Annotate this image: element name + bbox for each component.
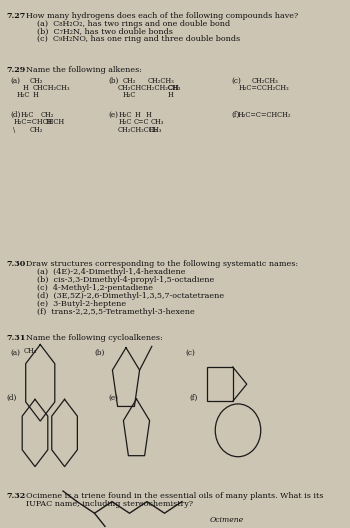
Text: (c)  C₉H₂NO, has one ring and three double bonds: (c) C₉H₂NO, has one ring and three doubl… — [37, 35, 240, 43]
Text: (e): (e) — [108, 393, 119, 401]
Text: Name the following alkenes:: Name the following alkenes: — [26, 66, 142, 74]
Text: Draw structures corresponding to the following systematic names:: Draw structures corresponding to the fol… — [26, 260, 298, 268]
Text: 7.31: 7.31 — [6, 334, 26, 342]
Text: (c): (c) — [186, 348, 195, 356]
Text: \: \ — [13, 126, 15, 134]
Text: H: H — [46, 118, 51, 126]
Text: (f)  trans-2,2,5,5-Tetramethyl-3-hexene: (f) trans-2,2,5,5-Tetramethyl-3-hexene — [37, 308, 195, 316]
Text: CH₃: CH₃ — [149, 126, 162, 134]
Text: (d)  (3E,5Z)-2,6-Dimethyl-1,3,5,7-octatetraene: (d) (3E,5Z)-2,6-Dimethyl-1,3,5,7-octatet… — [37, 292, 224, 300]
Text: 7.32: 7.32 — [6, 492, 26, 500]
Text: CH₂: CH₂ — [122, 77, 136, 84]
Text: (b)  cis-3,3-Dimethyl-4-propyl-1,5-octadiene: (b) cis-3,3-Dimethyl-4-propyl-1,5-octadi… — [37, 276, 214, 284]
Text: H₂C: H₂C — [21, 111, 34, 119]
Text: CH₃: CH₃ — [167, 84, 181, 92]
Text: (f): (f) — [231, 111, 239, 119]
Text: Ocimene is a triene found in the essential oils of many plants. What is its: Ocimene is a triene found in the essenti… — [26, 492, 324, 500]
Text: 7.30: 7.30 — [6, 260, 26, 268]
Text: Name the following cycloalkenes:: Name the following cycloalkenes: — [26, 334, 163, 342]
Text: H: H — [32, 91, 38, 99]
Text: (a): (a) — [10, 348, 21, 356]
Text: C=C: C=C — [134, 118, 149, 126]
Text: 7.27: 7.27 — [6, 12, 26, 20]
Text: (b)  C₇H₂N, has two double bonds: (b) C₇H₂N, has two double bonds — [37, 27, 173, 35]
Text: H₂C: H₂C — [122, 91, 136, 99]
Text: (e)  3-Butyl-2-heptene: (e) 3-Butyl-2-heptene — [37, 300, 126, 308]
Text: H₂C: H₂C — [119, 111, 132, 119]
Text: Ocimene: Ocimene — [210, 516, 244, 524]
Text: CH₂CHCH₂CH₂CH: CH₂CHCH₂CH₂CH — [117, 84, 179, 92]
Text: (a)  C₈H₂O₂, has two rings and one double bond: (a) C₈H₂O₂, has two rings and one double… — [37, 20, 230, 27]
Text: H: H — [167, 91, 173, 99]
Text: (e): (e) — [108, 111, 119, 119]
Text: (c): (c) — [231, 77, 241, 84]
Text: H₂C=C=CHCH₂: H₂C=C=CHCH₂ — [237, 111, 291, 119]
Text: CH₂CH₃: CH₂CH₃ — [252, 77, 279, 84]
Text: H: H — [23, 84, 28, 92]
Text: CH₂: CH₂ — [30, 77, 43, 84]
Text: H: H — [135, 111, 140, 119]
Text: (b): (b) — [108, 77, 119, 84]
Text: (d): (d) — [6, 393, 17, 401]
Text: H: H — [145, 111, 151, 119]
Text: IUPAC name, including stereochemistry?: IUPAC name, including stereochemistry? — [26, 500, 193, 508]
Text: (b): (b) — [94, 348, 105, 356]
Text: CH₂CH₂CH₂: CH₂CH₂CH₂ — [117, 126, 158, 134]
Text: H₂C=CHCHCH: H₂C=CHCHCH — [13, 118, 64, 126]
Text: CH₂: CH₂ — [30, 126, 43, 134]
Text: CHCH₂CH₃: CHCH₂CH₃ — [32, 84, 70, 92]
Text: How many hydrogens does each of the following compounds have?: How many hydrogens does each of the foll… — [26, 12, 299, 20]
Text: 7.29: 7.29 — [6, 66, 26, 74]
Bar — [206, 367, 233, 401]
Text: (c)  4-Methyl-1,2-pentadiene: (c) 4-Methyl-1,2-pentadiene — [37, 284, 153, 292]
Text: (f): (f) — [189, 393, 197, 401]
Text: (d): (d) — [10, 111, 21, 119]
Text: CH₂CH₃: CH₂CH₃ — [148, 77, 174, 84]
Text: (a): (a) — [10, 77, 21, 84]
Text: H₂C=CCH₂CH₃: H₂C=CCH₂CH₃ — [239, 84, 289, 92]
Text: CH₂: CH₂ — [40, 111, 54, 119]
Text: H₂C: H₂C — [17, 91, 30, 99]
Text: (a)  (4E)-2,4-Dimethyl-1,4-hexadiene: (a) (4E)-2,4-Dimethyl-1,4-hexadiene — [37, 268, 185, 276]
Text: CH₃: CH₃ — [150, 118, 164, 126]
Text: H₂C: H₂C — [119, 118, 132, 126]
Text: CH₃: CH₃ — [24, 347, 37, 355]
